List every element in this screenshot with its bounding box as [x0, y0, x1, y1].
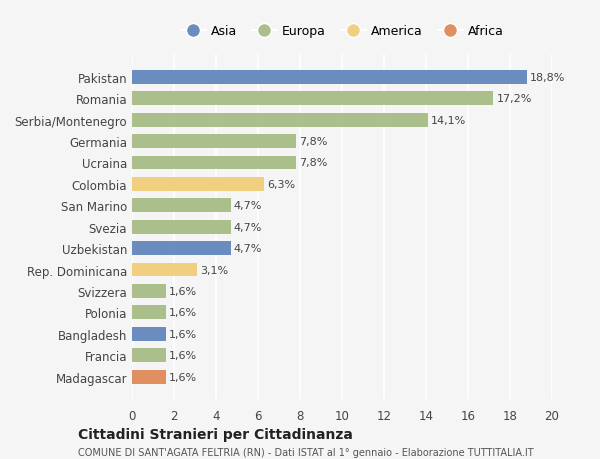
Text: Cittadini Stranieri per Cittadinanza: Cittadini Stranieri per Cittadinanza	[78, 427, 353, 441]
Bar	[132, 220, 230, 234]
Text: 17,2%: 17,2%	[496, 94, 532, 104]
Bar	[132, 156, 296, 170]
Text: 3,1%: 3,1%	[200, 265, 229, 275]
Bar	[132, 284, 166, 298]
Text: 7,8%: 7,8%	[299, 158, 328, 168]
Text: 4,7%: 4,7%	[234, 201, 262, 211]
Text: 4,7%: 4,7%	[234, 244, 262, 253]
Text: 7,8%: 7,8%	[299, 137, 328, 147]
Bar	[132, 199, 230, 213]
Legend: Asia, Europa, America, Africa: Asia, Europa, America, Africa	[176, 20, 508, 43]
Text: 1,6%: 1,6%	[169, 329, 197, 339]
Bar	[132, 370, 166, 384]
Bar	[132, 241, 230, 256]
Text: 6,3%: 6,3%	[268, 179, 296, 190]
Text: 18,8%: 18,8%	[530, 73, 565, 83]
Bar	[132, 263, 197, 277]
Bar	[132, 178, 264, 191]
Text: 4,7%: 4,7%	[234, 222, 262, 232]
Text: 1,6%: 1,6%	[169, 350, 197, 360]
Bar	[132, 135, 296, 149]
Text: 1,6%: 1,6%	[169, 308, 197, 318]
Bar	[132, 113, 428, 127]
Bar	[132, 306, 166, 319]
Bar	[132, 327, 166, 341]
Text: COMUNE DI SANT'AGATA FELTRIA (RN) - Dati ISTAT al 1° gennaio - Elaborazione TUTT: COMUNE DI SANT'AGATA FELTRIA (RN) - Dati…	[78, 447, 533, 457]
Text: 1,6%: 1,6%	[169, 372, 197, 382]
Text: 1,6%: 1,6%	[169, 286, 197, 296]
Bar	[132, 71, 527, 84]
Bar	[132, 348, 166, 362]
Bar	[132, 92, 493, 106]
Text: 14,1%: 14,1%	[431, 115, 467, 125]
